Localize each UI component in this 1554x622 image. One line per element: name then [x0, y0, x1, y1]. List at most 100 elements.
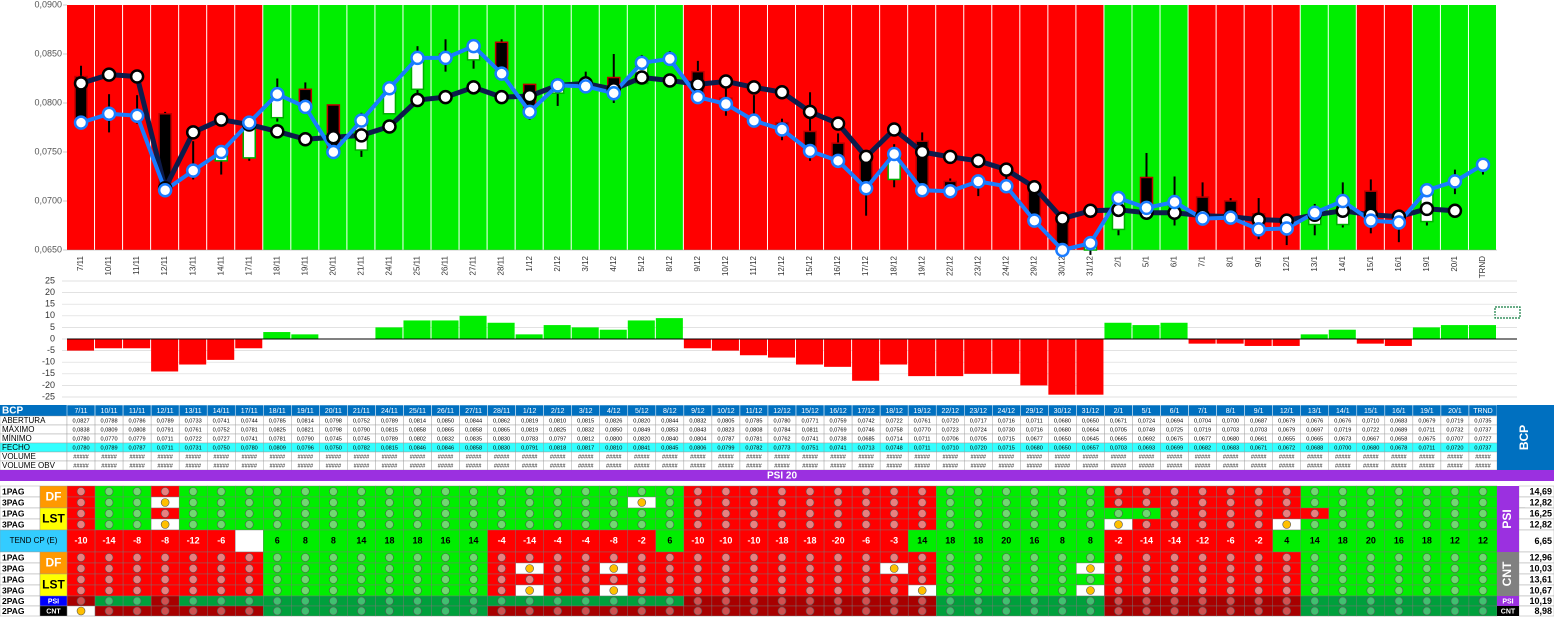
signal-dot	[917, 498, 927, 507]
average-marker	[746, 80, 762, 95]
trend-value: 18	[945, 535, 955, 545]
signal-dot	[665, 509, 675, 518]
table-value: 0,0722	[185, 436, 202, 442]
x-tick-label: 5/1	[1142, 255, 1151, 267]
x-tick-label: 18/12	[889, 255, 898, 276]
x-tick-label: 12/11	[160, 255, 169, 275]
table-value: 0,0724	[1138, 418, 1155, 424]
trend-value: 14	[469, 535, 479, 545]
table-value: 0,0705	[1110, 427, 1127, 433]
bar	[151, 339, 179, 372]
zone	[599, 5, 627, 250]
table-value: 0,0716	[1026, 427, 1043, 433]
signal-dot	[1310, 606, 1320, 616]
table-value: #####	[1251, 454, 1267, 460]
table-value: 0,0835	[465, 436, 482, 442]
table-value: 0,0744	[241, 418, 258, 424]
signal-dot	[272, 586, 282, 595]
signal-dot	[1282, 564, 1292, 573]
trend-value: -4	[554, 535, 562, 545]
signal-dot	[441, 520, 450, 529]
signal-dot	[1254, 596, 1263, 606]
table-value: #####	[129, 463, 145, 469]
x-tick-label: 1/12	[525, 255, 534, 271]
close-marker	[101, 106, 117, 122]
table-value: #####	[1447, 454, 1463, 460]
signal-dot	[76, 487, 86, 496]
signal-dot	[861, 553, 871, 562]
table-header: 19/12	[913, 408, 931, 415]
trend-value: -14	[523, 535, 536, 545]
bar	[1188, 339, 1216, 344]
signal-dot	[749, 575, 759, 584]
bar	[1384, 339, 1412, 346]
bar	[992, 339, 1020, 374]
signal-dot	[833, 509, 843, 518]
signal-dot	[188, 575, 198, 584]
signal-dot	[216, 553, 226, 562]
signal-dot	[1422, 606, 1432, 616]
table-value: #####	[802, 463, 818, 469]
signal-dot	[945, 564, 955, 573]
table-value: 0,0711	[1419, 445, 1436, 451]
table-value: 0,0858	[409, 427, 426, 433]
signal-dot	[301, 596, 310, 606]
table-header: 18/12	[885, 408, 903, 415]
bar	[375, 327, 403, 339]
signal-dot	[76, 606, 86, 616]
signal-dot	[1058, 520, 1067, 529]
table-value: 0,0832	[689, 418, 706, 424]
psi20-bar	[0, 470, 1554, 481]
table-value: 0,0679	[1278, 427, 1295, 433]
signal-dot	[861, 520, 871, 529]
table-value: #####	[213, 454, 229, 460]
x-tick-label: 7/11	[76, 255, 85, 271]
signal-dot	[581, 498, 591, 507]
signal-dot	[1478, 606, 1488, 616]
signal-dot	[889, 575, 899, 584]
table-value: #####	[1027, 463, 1043, 469]
signal-dot	[609, 575, 619, 584]
signal-dot	[1198, 564, 1207, 573]
table-value: 0,0825	[269, 427, 286, 433]
table-value: 0,0810	[549, 418, 566, 424]
signal-dot	[945, 606, 955, 616]
table-header: 1/12	[523, 408, 537, 415]
signal-dot	[244, 564, 254, 573]
signal-dot	[749, 586, 759, 595]
signal-dot	[917, 487, 927, 496]
signal-dot	[188, 553, 198, 562]
table-value: #####	[999, 454, 1015, 460]
signal-tag: PSI	[48, 598, 59, 605]
signal-dot	[1254, 487, 1263, 496]
signal-dot	[329, 575, 338, 584]
signal-dot	[889, 487, 899, 496]
table-value: #####	[1139, 454, 1155, 460]
total-value: 6,65	[1534, 536, 1552, 546]
x-tick-label: 19/11	[300, 255, 309, 275]
signal-dot	[104, 553, 114, 562]
trend-value: -8	[133, 535, 141, 545]
close-marker	[73, 115, 89, 130]
signal-dot	[160, 564, 170, 573]
table-value: 0,0749	[1138, 427, 1155, 433]
table-value: #####	[1419, 454, 1435, 460]
table-value: 0,0830	[493, 445, 510, 451]
table-value: 0,0752	[353, 418, 370, 424]
table-value: #####	[298, 463, 314, 469]
signal-dot	[777, 596, 787, 606]
table-value: 0,0719	[1194, 427, 1211, 433]
table-value: 0,0667	[1362, 436, 1379, 442]
table-value: #####	[1167, 454, 1183, 460]
table-value: 0,0711	[914, 445, 931, 451]
signal-dot	[1002, 509, 1011, 518]
signal-dot	[777, 606, 787, 616]
signal-dot	[777, 564, 787, 573]
signal-dot	[1338, 596, 1348, 606]
table-value: #####	[241, 454, 257, 460]
x-tick-label: 14/1	[1338, 255, 1347, 271]
signal-dot	[1478, 553, 1488, 562]
signal-label: 1PAG	[2, 552, 25, 562]
table-value: #####	[690, 463, 706, 469]
signal-dot	[329, 564, 338, 573]
